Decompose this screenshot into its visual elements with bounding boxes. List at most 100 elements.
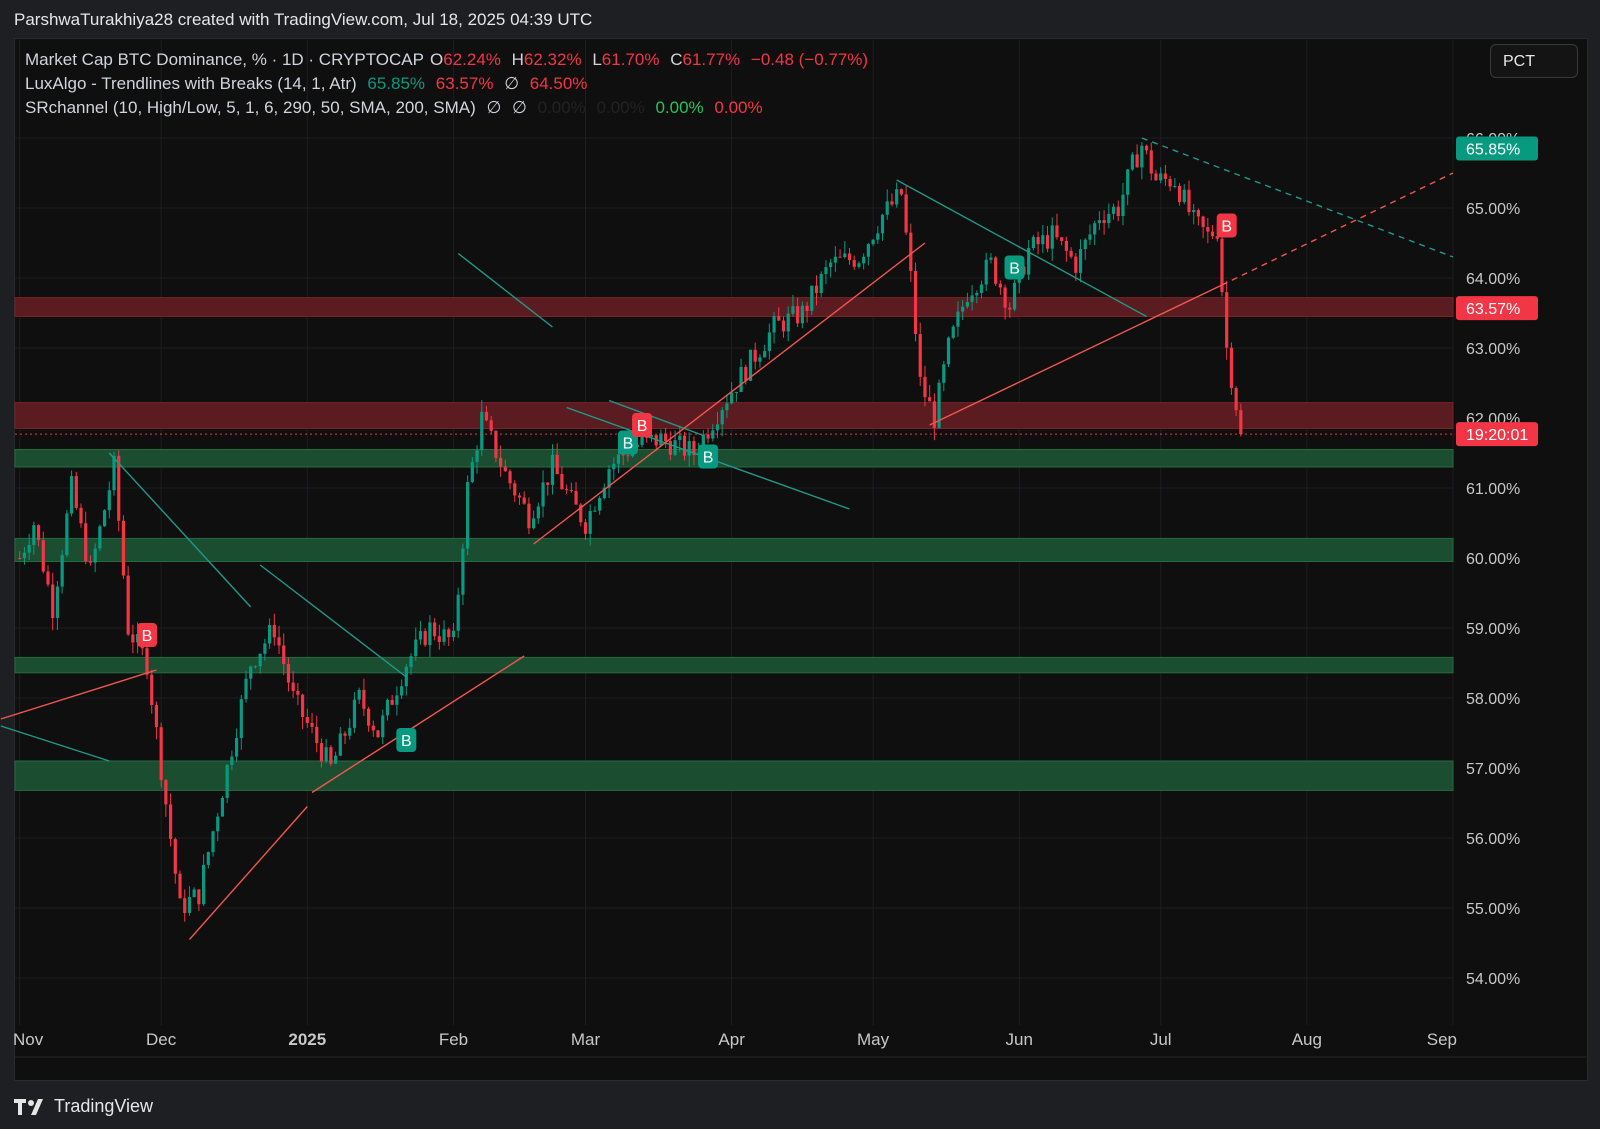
candle-body — [843, 253, 847, 258]
x-tick-label: Nov — [13, 1030, 44, 1049]
candle-body — [55, 586, 60, 619]
resistance-zone — [14, 297, 1454, 318]
candle-body — [989, 257, 993, 260]
teal-trendline — [896, 179, 1147, 318]
candle-body — [310, 722, 314, 727]
candle-body — [1140, 145, 1144, 168]
candle-body — [508, 471, 512, 484]
candle-body — [409, 656, 413, 667]
candle-body — [1050, 225, 1054, 249]
bullish-break-marker — [617, 430, 638, 455]
candle-body — [1003, 287, 1007, 308]
candle-body — [46, 571, 50, 585]
candle-body — [805, 305, 809, 311]
candle-body — [192, 889, 196, 898]
candle-body — [1196, 210, 1201, 217]
candle-body — [1234, 388, 1238, 411]
srchannel-value-5: 0.00% — [655, 98, 704, 117]
candle-body — [121, 520, 126, 576]
candle-body — [499, 457, 503, 467]
red-trendline — [311, 655, 525, 794]
candle-body — [348, 727, 352, 736]
candle-body — [286, 664, 291, 683]
candle-body — [852, 260, 856, 267]
candle-body — [956, 311, 960, 327]
candle-body — [1126, 169, 1130, 195]
luxalgo-value-3: ∅ — [504, 74, 520, 93]
candle-body — [1111, 206, 1116, 214]
candle-body — [220, 797, 225, 817]
candle-body — [937, 382, 941, 428]
candle-body — [574, 491, 578, 505]
x-tick-label: May — [857, 1030, 890, 1049]
break-marker-label: B — [401, 733, 412, 750]
candle-body — [1078, 249, 1083, 273]
candle-body — [965, 301, 969, 307]
teal-trendline — [108, 452, 252, 608]
bearish-break-marker — [632, 413, 653, 437]
bearish-break-marker — [137, 623, 158, 647]
candle-body — [1130, 154, 1134, 170]
x-tick-label: Apr — [718, 1030, 745, 1049]
y-tick-label: 65.00% — [1466, 201, 1520, 218]
y-tick-label: 56.00% — [1466, 831, 1520, 848]
candle-body — [588, 511, 592, 534]
candle-body — [1225, 292, 1229, 348]
candle-body — [626, 455, 630, 457]
legend-luxalgo[interactable]: LuxAlgo - Trendlines with Breaks (14, 1,… — [25, 74, 593, 94]
candle-body — [550, 454, 555, 485]
candle-body — [461, 548, 465, 595]
legend-l-label: L — [592, 50, 602, 69]
legend-srchannel[interactable]: SRchannel (10, High/Low, 5, 1, 6, 290, 5… — [25, 98, 769, 118]
candle-body — [678, 435, 682, 441]
candle-body — [715, 424, 720, 431]
srchannel-value-2: ∅ — [512, 98, 527, 117]
candle-body — [668, 441, 672, 455]
candle-body — [1041, 235, 1045, 245]
candle-body — [777, 315, 781, 321]
candle-body — [234, 738, 239, 757]
candle-body — [866, 244, 870, 257]
y-tick-label: 64.00% — [1466, 271, 1520, 288]
y-tick-label: 61.00% — [1466, 481, 1520, 498]
candle-body — [932, 401, 936, 428]
candle-body — [536, 506, 540, 519]
tradingview-logo-icon — [14, 1096, 48, 1117]
candle-body — [1149, 150, 1153, 174]
candle-body — [682, 435, 687, 456]
x-tick-label: Jun — [1006, 1030, 1033, 1049]
pct-scale-button[interactable]: PCT — [1490, 44, 1578, 78]
candle-body — [112, 455, 116, 491]
candle-body — [41, 540, 45, 572]
candle-body — [739, 366, 743, 392]
candle-body — [800, 305, 804, 324]
y-tick-label: 55.00% — [1466, 901, 1520, 918]
candle-body — [560, 474, 564, 490]
candle-body — [1206, 227, 1210, 232]
candle-body — [1012, 282, 1017, 310]
red-trendline — [929, 284, 1223, 426]
candle-body — [904, 194, 908, 233]
candle-body — [79, 507, 83, 524]
candle-body — [975, 292, 979, 296]
candle-body — [517, 495, 522, 498]
candle-body — [1135, 154, 1139, 168]
candle-body — [390, 699, 394, 705]
candle-body — [1182, 189, 1186, 203]
candle-body — [961, 306, 965, 312]
candle-body — [88, 561, 93, 563]
candle-body — [744, 366, 748, 381]
candle-body — [791, 306, 795, 314]
x-tick-label: 2025 — [288, 1030, 326, 1049]
legend-main: Market Cap BTC Dominance, % · 1D · CRYPT… — [25, 50, 874, 70]
candle-body — [442, 629, 446, 642]
candle-body — [334, 755, 338, 764]
candle-body — [1116, 206, 1120, 217]
candle-body — [51, 584, 55, 619]
support-zone — [14, 449, 1454, 468]
candle-body — [244, 678, 248, 700]
candle-body — [470, 461, 474, 483]
candle-body — [819, 273, 823, 294]
candle-body — [168, 804, 173, 840]
